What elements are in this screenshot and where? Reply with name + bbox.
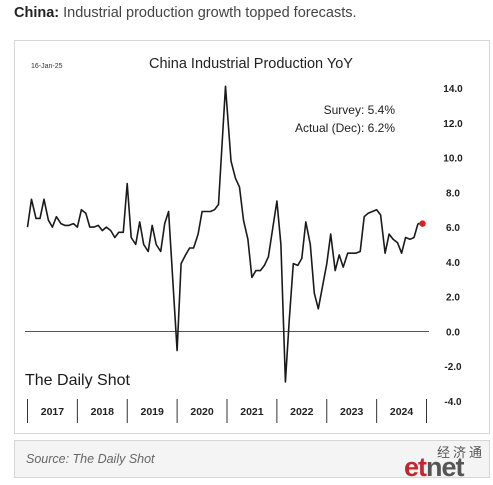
y-tick-label: 0.0 [446, 327, 460, 338]
y-tick-label: 2.0 [446, 293, 460, 304]
year-label: 2022 [290, 406, 314, 418]
year-label: 2019 [141, 406, 165, 418]
year-label: 2024 [390, 406, 414, 418]
daily-shot-brand: The Daily Shot [25, 372, 130, 389]
year-label: 2017 [41, 406, 65, 418]
chart-frame: 16-Jan-25 China Industrial Production Yo… [14, 40, 490, 434]
headline-bold: China: [14, 5, 60, 21]
year-label: 2021 [240, 406, 264, 418]
industrial-production-chart: 16-Jan-25 China Industrial Production Yo… [25, 56, 463, 423]
series-line [26, 85, 419, 383]
y-tick-label: 12.0 [443, 119, 463, 130]
source-text: Source: The Daily Shot [26, 452, 155, 466]
etnet-logo-et: et [404, 452, 427, 482]
etnet-logo: etnet [404, 452, 465, 483]
chart-title: China Industrial Production YoY [149, 56, 353, 72]
y-tick-label: -2.0 [444, 362, 462, 373]
etnet-logo-net: net [426, 452, 464, 482]
y-tick-label: 10.0 [443, 154, 463, 165]
year-label: 2020 [190, 406, 214, 418]
y-tick-label: 4.0 [446, 258, 460, 269]
y-tick-label: 6.0 [446, 223, 460, 234]
annotation-survey: Survey: 5.4% [324, 103, 396, 117]
year-label: 2018 [91, 406, 115, 418]
y-tick-label: -4.0 [444, 397, 462, 408]
year-label: 2023 [340, 406, 364, 418]
chart-date-stamp: 16-Jan-25 [31, 63, 63, 70]
latest-point-marker [419, 220, 426, 227]
headline-text: Industrial production growth topped fore… [59, 5, 357, 21]
source-box: Source: The Daily Shot [14, 440, 490, 478]
etnet-watermark-cn: 经济通 [437, 446, 486, 461]
y-tick-label: 8.0 [446, 188, 460, 199]
annotation-actual: Actual (Dec): 6.2% [295, 121, 395, 135]
y-tick-label: 14.0 [443, 84, 463, 95]
headline: China: Industrial production growth topp… [14, 5, 357, 21]
